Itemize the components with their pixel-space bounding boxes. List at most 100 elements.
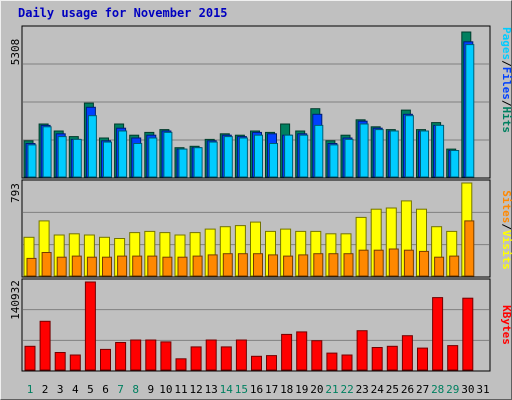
bar-kbytes-day-6 <box>100 348 111 371</box>
y-max-label-visits: 793 <box>9 183 22 203</box>
legend-separator-1: / <box>500 60 512 67</box>
bar-kbytes-day-16 <box>251 355 262 371</box>
bar-kbytes-day-26 <box>401 335 413 371</box>
bar-sites-day-6 <box>102 256 112 277</box>
bar-kbytes-day-12 <box>190 346 202 371</box>
bar-pages-day-28 <box>435 124 445 178</box>
bar-pages-day-27 <box>420 130 429 178</box>
bar-sites-day-1 <box>26 257 37 277</box>
x-tick-label-day-22: 22 <box>340 383 353 396</box>
bar-pages-day-18 <box>284 134 294 178</box>
kbytes-panel <box>21 278 491 372</box>
bar-sites-day-24 <box>373 249 384 277</box>
x-tick-label-day-1: 1 <box>27 383 34 396</box>
bar-pages-day-17 <box>269 143 278 178</box>
bar-sites-day-25 <box>388 248 399 277</box>
x-tick-label-day-10: 10 <box>159 383 172 396</box>
x-tick-label-day-29: 29 <box>446 383 459 396</box>
bar-sites-day-20 <box>313 253 324 277</box>
chart-title: Daily usage for November 2015 <box>18 6 228 20</box>
bar-pages-day-7 <box>118 130 128 178</box>
bar-sites-day-13 <box>207 254 218 277</box>
bar-sites-day-28 <box>434 256 445 277</box>
bar-sites-day-22 <box>343 253 354 277</box>
bar-sites-day-18 <box>283 255 294 277</box>
bar-pages-day-29 <box>450 150 460 178</box>
bar-pages-day-23 <box>359 123 369 178</box>
bar-kbytes-day-20 <box>311 340 323 371</box>
bar-kbytes-day-29 <box>447 345 459 371</box>
bar-pages-day-19 <box>299 134 309 178</box>
x-tick-label-day-6: 6 <box>102 383 109 396</box>
bar-kbytes-day-5 <box>84 281 96 371</box>
bar-sites-day-17 <box>268 254 278 277</box>
legend-kbytes: KBytes <box>500 305 512 345</box>
legend-separator-2: / <box>500 100 512 107</box>
y-max-label-hits: 5308 <box>9 39 22 66</box>
bar-sites-day-4 <box>71 255 82 277</box>
bar-pages-day-8 <box>133 143 143 178</box>
bar-pages-day-30 <box>465 44 475 178</box>
x-tick-label-day-11: 11 <box>174 383 187 396</box>
bar-sites-day-16 <box>253 253 263 277</box>
bar-kbytes-day-17 <box>266 355 277 371</box>
bar-kbytes-day-4 <box>69 354 81 371</box>
x-tick-label-day-8: 8 <box>132 383 139 396</box>
x-tick-label-day-13: 13 <box>205 383 218 396</box>
bar-kbytes-day-28 <box>432 297 444 371</box>
legend-sites: Sites <box>500 190 512 223</box>
bar-sites-day-26 <box>403 249 414 277</box>
bar-pages-day-12 <box>193 147 203 178</box>
bar-kbytes-day-7 <box>115 342 127 371</box>
bar-sites-day-12 <box>192 255 203 277</box>
bar-pages-day-13 <box>208 141 218 178</box>
bar-sites-day-11 <box>177 256 188 277</box>
hits-files-pages-panel <box>21 25 491 179</box>
bar-pages-day-22 <box>344 138 354 178</box>
bar-kbytes-day-18 <box>281 333 293 371</box>
bar-sites-day-7 <box>117 255 128 277</box>
bar-sites-day-23 <box>358 249 369 277</box>
bar-pages-day-10 <box>163 131 173 178</box>
bar-pages-day-16 <box>254 134 263 178</box>
bar-kbytes-day-21 <box>326 352 338 371</box>
x-tick-label-day-18: 18 <box>280 383 293 396</box>
x-tick-label-day-7: 7 <box>117 383 124 396</box>
bar-kbytes-day-11 <box>175 358 187 371</box>
bar-sites-day-3 <box>56 256 67 277</box>
x-tick-label-day-12: 12 <box>189 383 202 396</box>
x-tick-label-day-5: 5 <box>87 383 94 396</box>
x-tick-label-day-30: 30 <box>461 383 474 396</box>
bar-kbytes-day-19 <box>296 331 308 371</box>
bar-pages-day-2 <box>42 126 52 178</box>
bar-kbytes-day-14 <box>220 346 232 371</box>
x-tick-label-day-17: 17 <box>265 383 278 396</box>
x-tick-label-day-25: 25 <box>386 383 399 396</box>
bar-sites-day-14 <box>222 253 233 277</box>
bar-kbytes-day-10 <box>160 341 172 371</box>
bar-kbytes-day-15 <box>235 339 247 371</box>
bar-sites-day-29 <box>449 255 460 277</box>
bar-kbytes-day-23 <box>356 330 368 371</box>
bar-pages-day-4 <box>72 138 82 178</box>
bar-pages-day-9 <box>148 137 158 178</box>
bar-kbytes-day-2 <box>39 320 51 371</box>
bar-pages-day-6 <box>103 141 112 178</box>
bar-kbytes-day-22 <box>341 354 353 371</box>
y-max-label-kbytes: 140932 <box>9 280 22 320</box>
x-tick-label-day-16: 16 <box>250 383 263 396</box>
bar-pages-day-14 <box>223 136 233 178</box>
x-tick-label-day-15: 15 <box>235 383 248 396</box>
bar-sites-day-15 <box>237 253 248 277</box>
visits-sites-panel <box>21 179 491 278</box>
bar-sites-day-30 <box>464 220 475 277</box>
x-axis-labels: 1 2 3 4 5 6 7 8 9 10 11 12 13 14 15 16 17 18 19 20 21 22 23 24 2… <box>27 383 490 396</box>
legend-hits: Hits <box>500 107 512 134</box>
x-tick-label-day-20: 20 <box>310 383 323 396</box>
legend-separator-3: / <box>500 223 512 230</box>
bar-kbytes-day-3 <box>54 352 66 371</box>
x-tick-label-day-26: 26 <box>401 383 414 396</box>
x-tick-label-day-3: 3 <box>57 383 64 396</box>
x-tick-label-day-24: 24 <box>371 383 385 396</box>
bar-kbytes-day-9 <box>145 339 157 371</box>
